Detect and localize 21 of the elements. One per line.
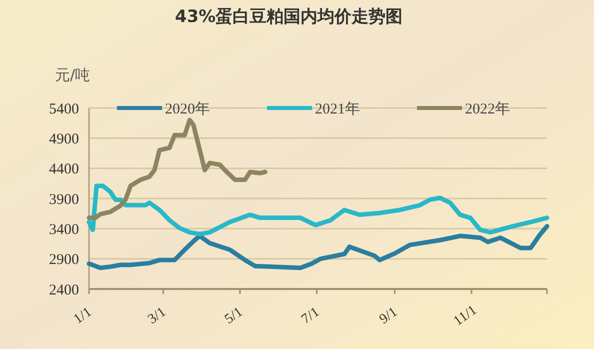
x-tick-label: 9/1 [377,304,400,328]
legend-label: 2020年 [165,100,210,118]
chart-title: 43%蛋白豆粕国内均价走势图 [175,7,403,27]
y-tick-label: 2400 [49,282,79,298]
y-tick-label: 3400 [49,222,79,238]
y-tick-label: 2900 [49,252,79,268]
x-tick-label: 3/1 [146,304,169,328]
x-tick-label: 1/1 [71,304,95,328]
x-tick-label: 11/1 [451,303,480,330]
y-tick-label: 4400 [49,162,79,178]
y-tick-label: 3900 [49,192,79,208]
line-series [86,224,550,270]
line-series [86,184,550,236]
x-tick-label: 7/1 [299,304,322,328]
y-tick-label: 4900 [49,131,79,148]
x-tick-label: 5/1 [222,304,246,328]
legend-label: 2022年 [465,100,510,118]
y-tick-label: 5400 [49,101,79,118]
line-series [86,118,268,220]
legend-label: 2021年 [315,100,360,118]
y-axis-title: 元/吨 [55,66,90,84]
